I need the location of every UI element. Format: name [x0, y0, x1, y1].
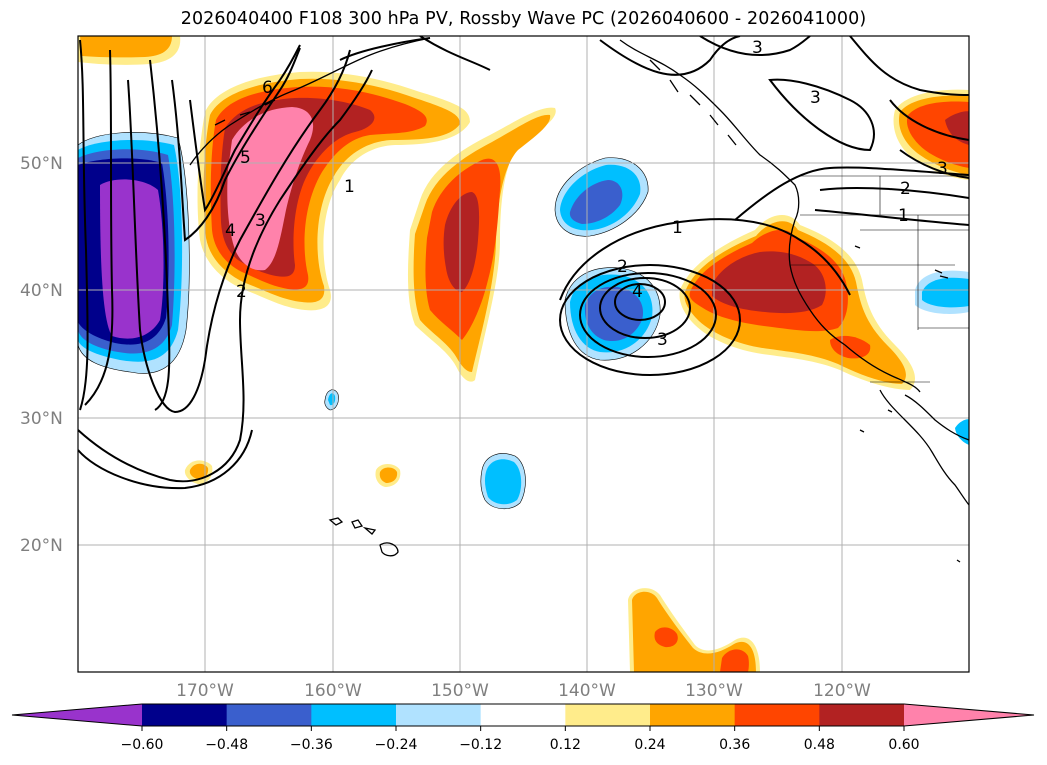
svg-text:130°W: 130°W	[685, 681, 743, 701]
colorbar-segment	[142, 704, 228, 726]
svg-text:160°W: 160°W	[304, 681, 362, 701]
svg-text:50°N: 50°N	[20, 154, 63, 174]
contour-labels: 6 5 4 3 2 1 1 2 3 4 3 3 2 1 3	[225, 38, 948, 350]
colorbar-tick-label: −0.36	[290, 737, 333, 753]
colorbar-tick-label: 0.12	[550, 737, 581, 753]
colorbar-segment	[396, 704, 482, 726]
map-frame	[77, 35, 970, 673]
colorbar-tick-label: −0.48	[205, 737, 248, 753]
svg-text:40°N: 40°N	[20, 281, 63, 301]
svg-text:170°W: 170°W	[176, 681, 234, 701]
colorbar-segment	[480, 704, 566, 726]
colorbar-tick-label: −0.60	[121, 737, 164, 753]
colorbar-tick-label: 0.60	[888, 737, 919, 753]
colorbar-ticks	[141, 726, 905, 731]
svg-text:30°N: 30°N	[20, 409, 63, 429]
svg-text:3: 3	[937, 159, 948, 179]
longitude-labels: 170°W 160°W 150°W 140°W 130°W 120°W	[176, 681, 871, 701]
svg-text:2: 2	[900, 179, 911, 199]
colorbar-segment	[650, 704, 736, 726]
svg-text:6: 6	[262, 78, 273, 98]
svg-text:3: 3	[255, 211, 266, 231]
colorbar-segment	[565, 704, 651, 726]
svg-text:1: 1	[344, 177, 355, 197]
svg-text:1: 1	[898, 206, 909, 226]
svg-text:2: 2	[236, 282, 247, 302]
colorbar: −0.60 −0.48 −0.36 −0.24 −0.12 0.12 0.24 0.36 0.4…	[11, 703, 1035, 753]
svg-text:4: 4	[632, 282, 643, 302]
rossby-pc-contours	[78, 36, 969, 490]
positive-pv-anomalies	[78, 36, 969, 672]
svg-text:150°W: 150°W	[431, 681, 489, 701]
colorbar-tick-label: 0.24	[634, 737, 665, 753]
svg-text:5: 5	[240, 148, 251, 168]
colorbar-segment	[819, 704, 905, 726]
colorbar-tick-labels: −0.60 −0.48 −0.36 −0.24 −0.12 0.12 0.24 0.36 0.4…	[121, 737, 920, 753]
svg-text:1: 1	[672, 218, 683, 238]
colorbar-tick-label: −0.12	[459, 737, 502, 753]
colorbar-tick-label: −0.24	[375, 737, 418, 753]
map-title: 2026040400 F108 300 hPa PV, Rossby Wave …	[180, 9, 867, 29]
colorbar-segment	[226, 704, 312, 726]
colorbar-segment	[311, 704, 397, 726]
svg-text:120°W: 120°W	[813, 681, 871, 701]
svg-text:2: 2	[617, 257, 628, 277]
coastlines	[189, 37, 969, 563]
svg-text:4: 4	[225, 221, 236, 241]
svg-text:3: 3	[752, 38, 763, 58]
colorbar-segment	[734, 704, 820, 726]
political-borders	[790, 175, 969, 383]
colorbar-segments	[11, 703, 1035, 727]
colorbar-tick-label: 0.36	[719, 737, 750, 753]
map-plot-area: 6 5 4 3 2 1 1 2 3 4 3 3 2 1 3	[78, 36, 969, 672]
colorbar-extend-low	[12, 704, 142, 726]
latitude-labels: 50°N 40°N 30°N 20°N	[20, 154, 63, 556]
svg-text:140°W: 140°W	[558, 681, 616, 701]
svg-text:20°N: 20°N	[20, 536, 63, 556]
svg-text:3: 3	[657, 330, 668, 350]
colorbar-extend-high	[904, 704, 1034, 726]
colorbar-tick-label: 0.48	[804, 737, 835, 753]
svg-text:3: 3	[810, 88, 821, 108]
